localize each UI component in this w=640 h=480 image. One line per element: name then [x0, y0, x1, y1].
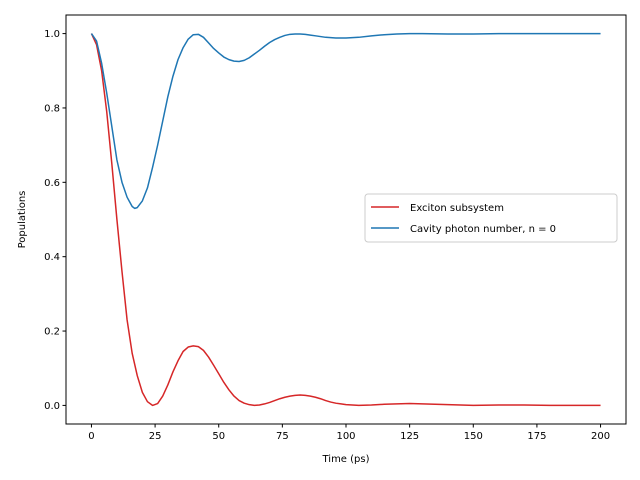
- y-tick-label: 0.6: [44, 178, 60, 189]
- y-axis-ticks: 0.0 0.2 0.4 0.6 0.8 1.0: [44, 29, 66, 412]
- x-tick-label: 25: [149, 431, 162, 442]
- y-tick-label: 0.0: [44, 401, 60, 412]
- y-axis-label: Populations: [17, 191, 28, 249]
- series-line-exciton: [90, 33, 601, 407]
- x-axis-ticks: 0 25 50 75 100 125 150 175 200: [88, 424, 610, 442]
- legend: Exciton subsystem Cavity photon number, n…: [364, 193, 618, 243]
- legend-box: [364, 193, 618, 243]
- y-tick-label: 0.2: [44, 327, 60, 338]
- x-tick-label: 200: [591, 431, 610, 442]
- y-tick-label: 1.0: [44, 29, 60, 40]
- x-tick-label: 75: [276, 431, 289, 442]
- x-axis-label: Time (ps): [321, 454, 369, 465]
- y-tick-label: 0.8: [44, 103, 60, 114]
- series-layer: [90, 32, 601, 407]
- x-tick-label: 150: [464, 431, 483, 442]
- x-tick-label: 125: [400, 431, 419, 442]
- x-tick-label: 50: [212, 431, 225, 442]
- legend-entry-label: Exciton subsystem: [410, 203, 504, 214]
- x-tick-label: 175: [527, 431, 546, 442]
- x-tick-label: 0: [88, 431, 94, 442]
- series-line-cavity-photon: [90, 32, 601, 210]
- y-tick-label: 0.4: [44, 252, 60, 263]
- x-tick-label: 100: [336, 431, 355, 442]
- legend-entry-label: Cavity photon number, n = 0: [410, 224, 556, 235]
